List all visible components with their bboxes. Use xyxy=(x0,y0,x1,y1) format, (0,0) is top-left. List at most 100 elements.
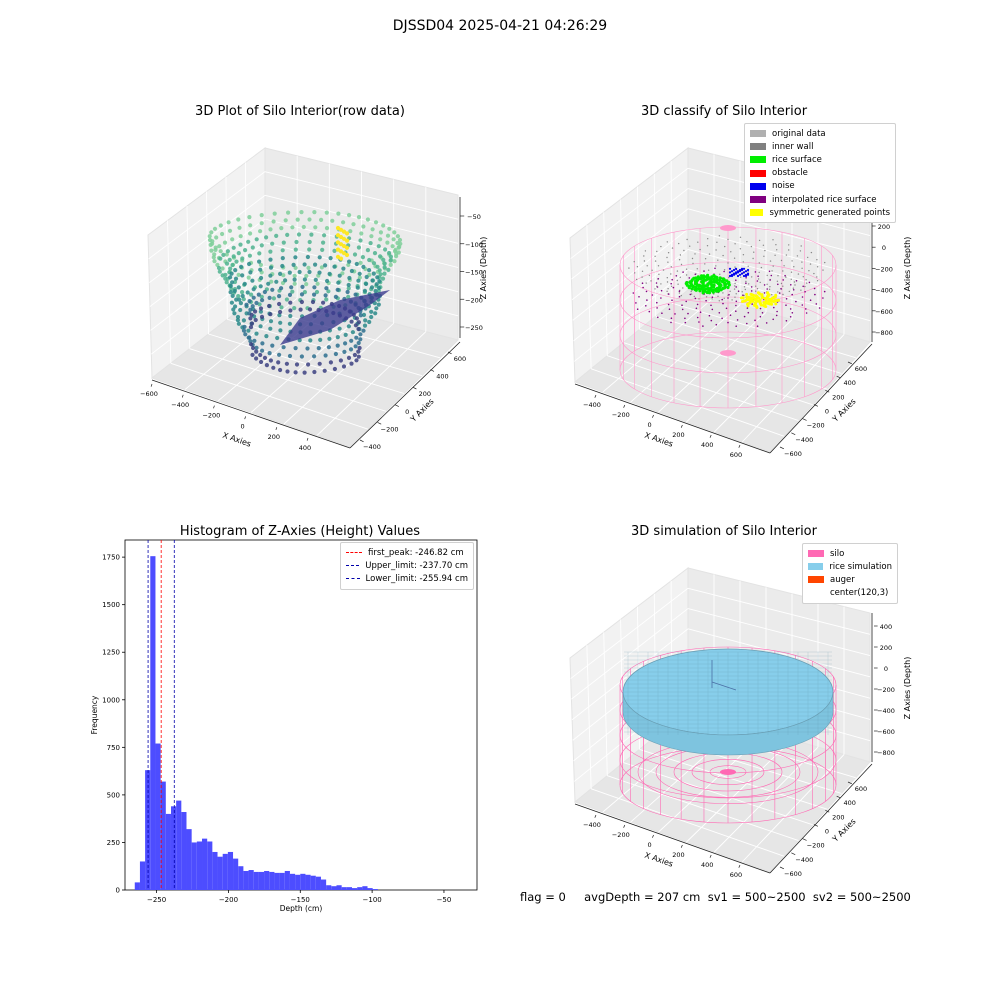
p1-point xyxy=(268,257,273,262)
p2-interpolated-point xyxy=(656,301,658,304)
p1-point xyxy=(222,240,228,245)
histogram-bar xyxy=(326,885,332,890)
p2-original-point xyxy=(755,290,757,292)
p2-original-point xyxy=(651,269,653,271)
p2-interpolated-point xyxy=(727,297,729,299)
p2-interpolated-point xyxy=(655,282,658,284)
p1-point xyxy=(382,261,387,266)
p2-original-point xyxy=(722,254,724,257)
p1-point xyxy=(278,320,283,325)
p2-rice-point xyxy=(704,287,708,291)
p1-point xyxy=(293,255,298,260)
p2-interpolated-point xyxy=(728,293,730,296)
legend-label: Upper_limit: -237.70 cm xyxy=(365,560,468,571)
p2-original-point xyxy=(816,276,818,278)
p2-original-point xyxy=(662,269,665,271)
p2-gridline xyxy=(687,248,871,300)
p1-point xyxy=(302,370,307,375)
p1-point xyxy=(306,265,311,270)
p1-point xyxy=(354,335,359,340)
p2-x-ticklabel: 200 xyxy=(672,431,684,439)
p1-point xyxy=(360,255,365,260)
p1-point xyxy=(306,362,311,367)
p4-gridline xyxy=(570,587,689,679)
p1-point xyxy=(332,264,337,269)
histogram-bar xyxy=(346,887,352,890)
p4-gridline xyxy=(687,628,871,678)
p4-x-ticklabel: 200 xyxy=(672,851,684,859)
p1-point xyxy=(294,239,299,245)
p1-point xyxy=(369,285,375,290)
p2-interpolated-point xyxy=(710,304,712,307)
p1-x-ticklabel: 0 xyxy=(241,422,245,430)
histogram-xlabel: Depth (cm) xyxy=(280,904,323,913)
p2-original-point xyxy=(771,294,773,296)
p2-interpolated-point xyxy=(756,280,759,282)
p1-point xyxy=(207,234,212,239)
p1-point xyxy=(254,345,259,350)
p2-original-point xyxy=(780,259,783,262)
p4-x-ticklabel: 600 xyxy=(730,871,742,879)
histogram-bar xyxy=(357,887,363,890)
p2-noise-point xyxy=(732,273,736,276)
p1-point xyxy=(372,251,378,256)
p1-point xyxy=(375,275,380,280)
legend-item: symmetric generated points xyxy=(750,206,890,219)
histogram-bar xyxy=(336,885,342,890)
p1-point xyxy=(347,259,352,264)
p1-point xyxy=(278,309,283,315)
p2-x-tick xyxy=(738,444,741,448)
p1-point xyxy=(377,268,382,273)
p1-point xyxy=(260,298,265,303)
p1-z-ticklabel: −50 xyxy=(467,213,481,221)
panel3-title: Histogram of Z-Axies (Height) Values xyxy=(179,524,421,539)
p1-point xyxy=(367,319,372,325)
p1-point xyxy=(268,312,273,317)
legend-item: obstacle xyxy=(750,167,890,180)
p2-gridline xyxy=(655,315,842,374)
p2-rice-point xyxy=(715,275,719,280)
p1-gridline xyxy=(264,171,459,220)
p4-y-ticklabel: 600 xyxy=(855,785,867,793)
p2-original-point xyxy=(739,248,742,250)
histogram-bar xyxy=(269,871,275,890)
p1-zlabel: Z Axies (Depth) xyxy=(479,237,488,300)
p1-point xyxy=(394,251,399,256)
histogram-bar xyxy=(320,879,327,890)
p2-original-point xyxy=(756,288,759,290)
p2-rice-point xyxy=(706,275,710,279)
p1-point xyxy=(271,365,276,370)
p1-point xyxy=(218,223,223,228)
p2-gridline xyxy=(630,304,741,403)
p2-symmetric-point xyxy=(764,298,768,302)
p1-point xyxy=(248,231,253,236)
p4-xlabel: X Axies xyxy=(643,851,674,869)
p2-interpolated-point xyxy=(635,302,637,304)
p1-point xyxy=(230,262,235,268)
p1-point xyxy=(395,240,400,246)
p1-point xyxy=(258,352,263,358)
p4-gridline xyxy=(571,608,689,700)
p1-point xyxy=(260,348,265,353)
p2-interpolated-point xyxy=(745,277,747,279)
p2-interpolated-point xyxy=(721,317,723,320)
histogram-bar xyxy=(150,556,156,890)
p2-original-point xyxy=(676,270,679,272)
p2-interpolated-point xyxy=(657,278,660,280)
p1-point xyxy=(244,302,249,307)
p2-original-point xyxy=(791,260,793,262)
p2-original-point xyxy=(656,250,658,253)
p1-point xyxy=(343,341,348,346)
p1-point xyxy=(278,367,283,373)
p1-point-highlight xyxy=(344,238,350,243)
p2-noise-point xyxy=(728,274,732,278)
p1-point xyxy=(327,336,332,341)
p2-original-point xyxy=(800,289,802,291)
p2-original-point xyxy=(790,271,793,273)
p1-point xyxy=(324,297,329,302)
histogram-bar xyxy=(341,887,347,890)
histogram-bar xyxy=(212,851,218,890)
histogram-bar xyxy=(217,856,223,890)
p1-point xyxy=(346,355,352,360)
p4-x-tick xyxy=(738,864,741,868)
